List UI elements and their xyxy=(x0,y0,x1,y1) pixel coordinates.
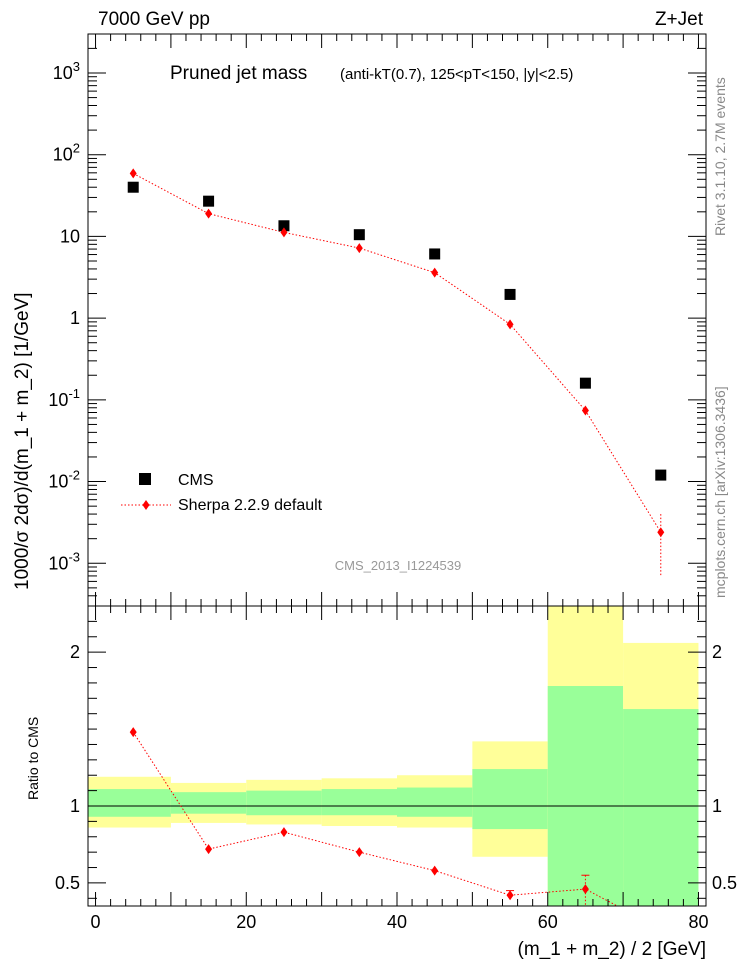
header-right: Z+Jet xyxy=(655,9,704,30)
rivet-label: Rivet 3.1.10, 2.7M events xyxy=(712,77,728,236)
band-inner-2 xyxy=(246,790,322,816)
sherpa-point xyxy=(657,527,665,538)
ratio-y-tick-label-right: 1 xyxy=(712,796,722,816)
ratio-point xyxy=(657,924,664,934)
legend-cms-marker xyxy=(139,473,151,485)
x-tick-label: 20 xyxy=(236,912,256,932)
cms-point xyxy=(655,469,667,481)
x-tick-label: 60 xyxy=(538,912,558,932)
sherpa-point xyxy=(506,319,514,330)
ratio-point xyxy=(280,827,288,838)
cms-point xyxy=(579,377,591,389)
header-left: 7000 GeV pp xyxy=(98,9,210,30)
mcplots-label: mcplots.cern.ch [arXiv:1306.3436] xyxy=(712,386,728,598)
legend-cms-label: CMS xyxy=(178,472,214,489)
ratio-point xyxy=(355,847,363,858)
ratio-line xyxy=(132,731,619,906)
ratio-y-tick-label: 1 xyxy=(70,796,80,816)
sherpa-line xyxy=(132,172,662,533)
ratio-point xyxy=(506,890,514,901)
cms-point xyxy=(504,288,516,300)
sherpa-point xyxy=(129,168,137,179)
sherpa-point xyxy=(355,243,363,254)
main-title-text: Pruned jet mass xyxy=(170,63,307,84)
cms-point xyxy=(353,229,365,241)
x-tick-label: 80 xyxy=(688,912,708,932)
y-tick-label: 10-3 xyxy=(48,549,80,573)
sherpa-point xyxy=(205,208,213,219)
y-tick-label: 10-1 xyxy=(48,386,80,410)
ratio-y-tick-label: 0.5 xyxy=(55,873,80,893)
band-inner-0 xyxy=(88,789,171,817)
sherpa-point xyxy=(431,267,439,278)
ratio-y-tick-label-right: 2 xyxy=(712,642,722,662)
cms-point xyxy=(429,248,441,260)
ratio-y-label: Ratio to CMS xyxy=(25,717,41,800)
ratio-point xyxy=(129,727,137,738)
main-subtitle: (anti-kT(0.7), 125<pT<150, |y|<2.5) xyxy=(340,66,573,83)
x-tick-label: 40 xyxy=(387,912,407,932)
main-frame xyxy=(87,33,707,607)
ratio-point xyxy=(581,884,589,895)
band-inner-6 xyxy=(547,686,624,906)
legend-sherpa-marker xyxy=(142,500,150,510)
sherpa-point xyxy=(280,227,288,238)
cms-point xyxy=(203,195,215,207)
ratio-uncertainty-bands xyxy=(88,606,699,906)
axes-ticks: 0 20 40 60 80 10-3 10-2 10-1 1 10 102 103 0.5 0.5 1 1 2 2 xyxy=(48,33,737,932)
main-y-label: 1000/σ 2dσ)/d(m_1 + m_2) [1/GeV] xyxy=(12,292,33,590)
cms-point xyxy=(278,220,290,232)
band-inner-7 xyxy=(623,709,699,906)
y-tick-label: 102 xyxy=(53,141,80,165)
y-tick-label: 1 xyxy=(70,308,80,328)
band-inner-5 xyxy=(472,769,548,830)
main-title: Pruned jet mass (anti-kT(0.7), 125<pT<15… xyxy=(170,63,573,84)
main-plot-marks xyxy=(127,168,667,576)
ratio-y-tick-label: 2 xyxy=(70,642,80,662)
legend: CMS Sherpa 2.2.9 default xyxy=(121,472,323,514)
legend-sherpa-label: Sherpa 2.2.9 default xyxy=(178,497,323,514)
band-inner-1 xyxy=(170,792,247,814)
x-axis-label: (m_1 + m_2) / 2 [GeV] xyxy=(518,939,707,960)
ratio-point xyxy=(205,844,213,855)
sherpa-point xyxy=(581,405,589,416)
analysis-watermark: CMS_2013_I1224539 xyxy=(335,558,462,573)
band-inner-3 xyxy=(321,789,397,816)
ratio-plot-marks xyxy=(88,727,706,934)
cms-point xyxy=(127,181,139,193)
ratio-y-tick-label-right: 0.5 xyxy=(712,873,737,893)
x-tick-label: 0 xyxy=(91,912,101,932)
y-tick-label: 10 xyxy=(60,226,80,246)
ratio-point xyxy=(431,865,439,876)
band-inner-4 xyxy=(397,787,473,817)
y-tick-label: 10-2 xyxy=(48,468,80,492)
y-tick-label: 103 xyxy=(53,59,80,83)
